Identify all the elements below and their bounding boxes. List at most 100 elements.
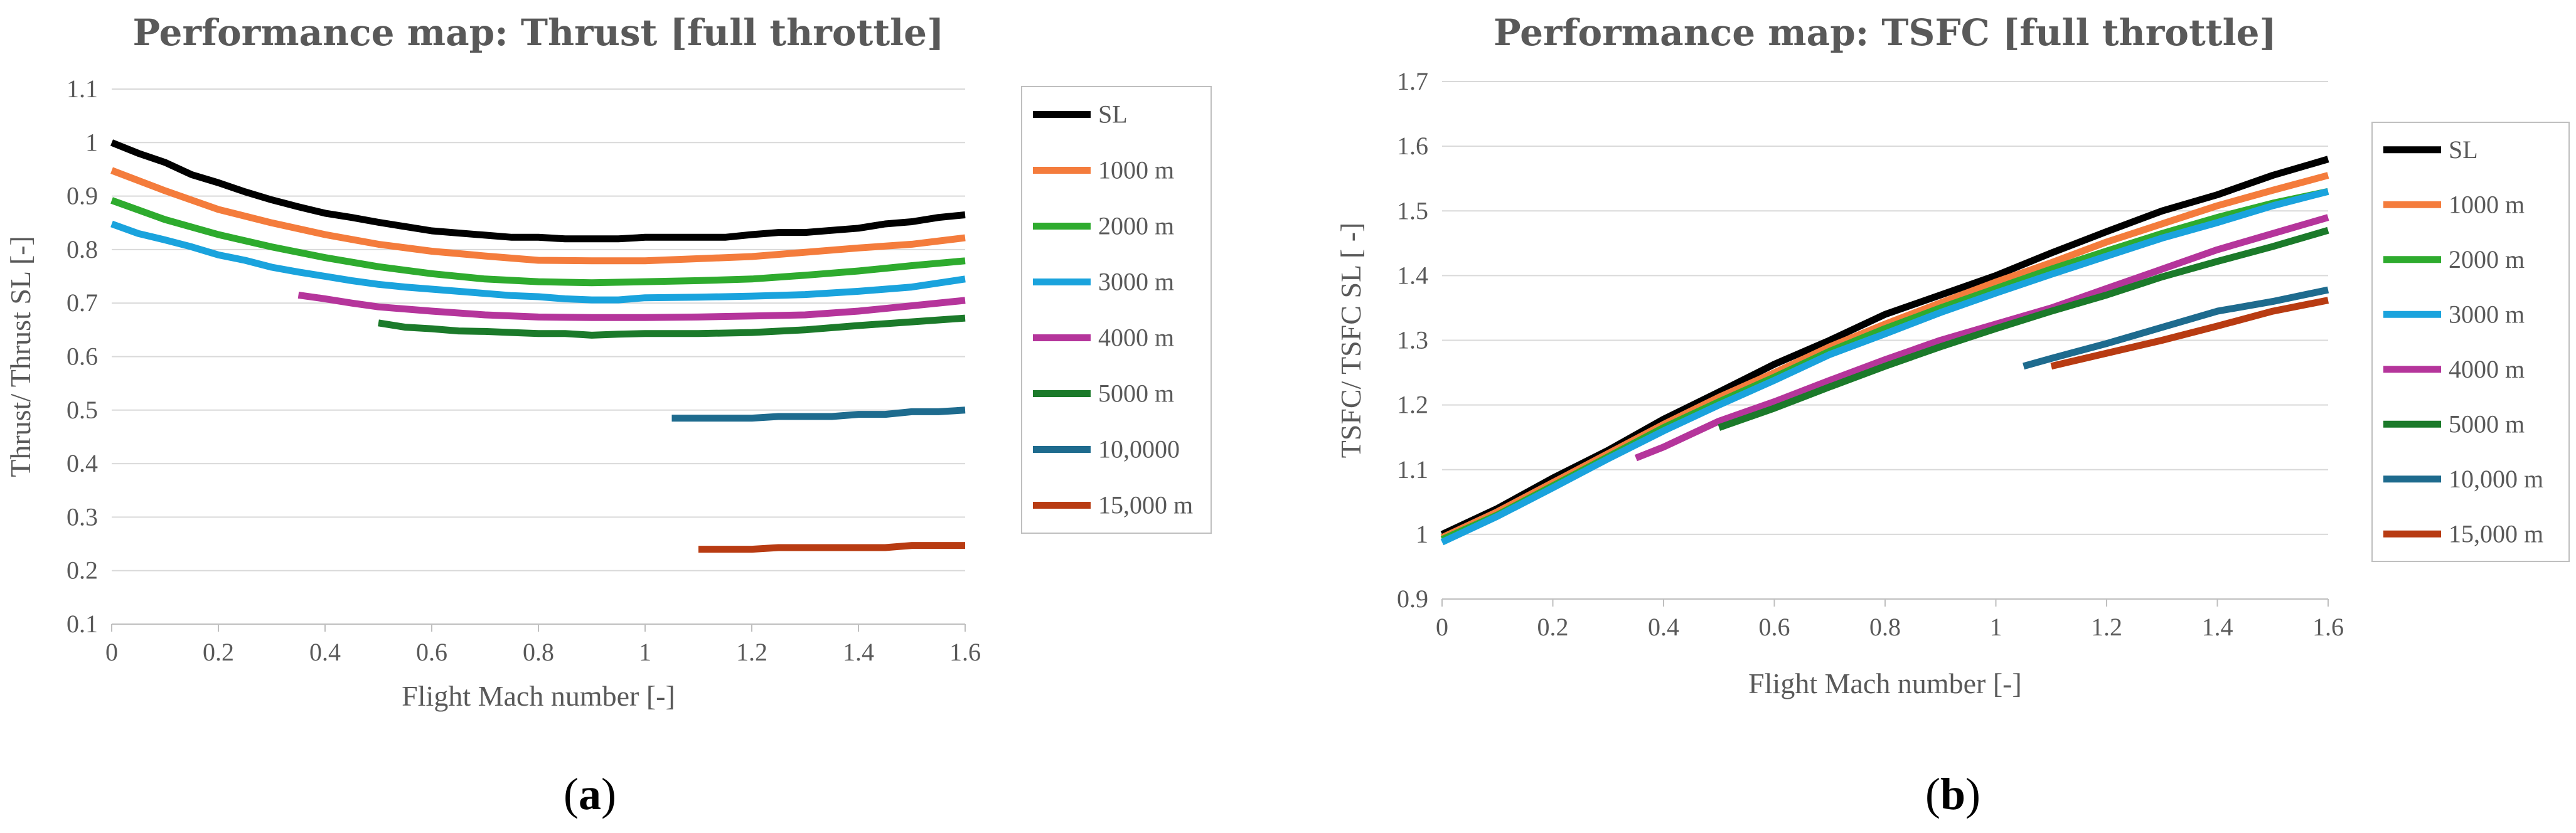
x-tick-label: 1 bbox=[1990, 613, 2002, 641]
legend-label: 3000 m bbox=[2449, 300, 2525, 328]
y-tick-label: 1.1 bbox=[67, 75, 98, 103]
legend-label: 3000 m bbox=[1098, 268, 1174, 296]
x-tick-label: 1 bbox=[639, 638, 651, 666]
series-line-5000-m bbox=[378, 314, 966, 339]
legend-label: 1000 m bbox=[1098, 156, 1174, 184]
y-tick-label: 1.7 bbox=[1397, 67, 1428, 95]
series-line-3000-m bbox=[110, 220, 966, 304]
legend-label: 4000 m bbox=[2449, 355, 2525, 383]
series-line-15-000-m bbox=[2050, 297, 2329, 370]
legend-item: 1000 m bbox=[1033, 156, 1174, 184]
legend-label: 10,0000 bbox=[1098, 435, 1180, 464]
legend-label: SL bbox=[2449, 135, 2478, 164]
series-line-10-0000 bbox=[671, 406, 966, 422]
legend-item: 15,000 m bbox=[1033, 491, 1193, 519]
legend-box bbox=[1021, 86, 1212, 534]
legend: SL 1000 m 2000 m 3000 m 4000 m 5000 m 10,000 m… bbox=[2371, 122, 2570, 562]
series-line-10-000-m bbox=[2023, 286, 2329, 370]
series-line-2000-m bbox=[110, 197, 966, 287]
y-tick-label: 0.9 bbox=[1397, 585, 1428, 613]
chart-panel-b: Performance map: TSFC [full throttle] 0.9… bbox=[1335, 11, 2570, 819]
y-tick-label: 1.5 bbox=[1397, 196, 1428, 225]
chart-title: Performance map: Thrust [full throttle] bbox=[132, 11, 944, 54]
legend-item: 3000 m bbox=[2383, 300, 2525, 328]
legend-label: SL bbox=[1098, 100, 1128, 129]
legend-item: 4000 m bbox=[2383, 355, 2525, 383]
legend-label: 4000 m bbox=[1098, 324, 1174, 352]
y-tick-label: 1.2 bbox=[1397, 391, 1428, 419]
x-tick-label: 0.2 bbox=[203, 638, 234, 666]
x-tick-label: 1.2 bbox=[2091, 613, 2122, 641]
legend-label: 10,000 m bbox=[2449, 465, 2543, 493]
y-tick-label: 0.6 bbox=[67, 342, 98, 371]
caption-open-paren: ( bbox=[564, 769, 579, 819]
y-axis-label: TSFC/ TSFC SL [ -] bbox=[1335, 223, 1367, 459]
y-tick-label: 1.1 bbox=[1397, 455, 1428, 484]
x-tick-label: 0 bbox=[105, 638, 118, 666]
x-tick-label: 0.8 bbox=[523, 638, 554, 666]
x-tick-label: 1.6 bbox=[949, 638, 981, 666]
legend-item: 2000 m bbox=[2383, 245, 2525, 273]
series-line-1000-m bbox=[110, 167, 966, 265]
legend-label: 2000 m bbox=[1098, 212, 1174, 240]
series-line-4000-m bbox=[297, 291, 966, 321]
legend-item: 2000 m bbox=[1033, 212, 1174, 240]
legend-item: 10,0000 bbox=[1033, 435, 1180, 464]
x-tick-label: 1.4 bbox=[2202, 613, 2233, 641]
x-axis-label: Flight Mach number [-] bbox=[402, 680, 675, 712]
legend-item: 15,000 m bbox=[2383, 519, 2543, 548]
caption-open-paren: ( bbox=[1925, 769, 1940, 819]
y-tick-label: 0.1 bbox=[67, 610, 98, 638]
x-tick-label: 0 bbox=[1436, 613, 1448, 641]
y-tick-label: 1 bbox=[85, 128, 98, 156]
legend: SL 1000 m 2000 m 3000 m 4000 m 5000 m 10,0000 1… bbox=[1021, 86, 1212, 534]
x-tick-label: 0.2 bbox=[1537, 613, 1569, 641]
chart-panel-a: Performance map: Thrust [full throttle] 0… bbox=[4, 11, 1212, 819]
series-line-5000-m bbox=[1718, 226, 2329, 431]
legend-item: 5000 m bbox=[2383, 410, 2525, 438]
y-tick-label: 0.7 bbox=[67, 289, 98, 317]
legend-label: 1000 m bbox=[2449, 190, 2525, 218]
series-line-4000-m bbox=[1634, 214, 2329, 462]
x-tick-label: 1.6 bbox=[2312, 613, 2344, 641]
panel-caption: (b) bbox=[1925, 769, 1980, 819]
y-tick-label: 0.3 bbox=[67, 502, 98, 531]
caption-close-paren: ) bbox=[1965, 769, 1980, 819]
legend-item: 1000 m bbox=[2383, 190, 2525, 218]
caption-letter: a bbox=[579, 769, 601, 819]
x-tick-label: 0.4 bbox=[1648, 613, 1679, 641]
series-line-15-000-m bbox=[698, 542, 965, 553]
panel-caption: (a) bbox=[564, 769, 616, 819]
series-line-3000-m bbox=[1440, 188, 2329, 546]
y-tick-label: 0.8 bbox=[67, 235, 98, 263]
x-tick-label: 1.2 bbox=[736, 638, 767, 666]
y-axis-label: Thrust/ Thrust SL [-] bbox=[4, 236, 36, 477]
x-tick-label: 0.4 bbox=[309, 638, 341, 666]
legend-box bbox=[2371, 122, 2570, 562]
x-tick-label: 0.6 bbox=[416, 638, 447, 666]
y-tick-label: 0.4 bbox=[67, 449, 98, 477]
legend-item: 4000 m bbox=[1033, 324, 1174, 352]
legend-label: 5000 m bbox=[2449, 410, 2525, 438]
legend-item: 5000 m bbox=[1033, 379, 1174, 408]
legend-label: 15,000 m bbox=[1098, 491, 1193, 519]
legend-item: SL bbox=[2383, 135, 2478, 164]
chart-title: Performance map: TSFC [full throttle] bbox=[1494, 11, 2277, 54]
legend-label: 5000 m bbox=[1098, 379, 1174, 408]
x-tick-label: 1.4 bbox=[843, 638, 874, 666]
x-tick-label: 0.6 bbox=[1759, 613, 1790, 641]
y-tick-label: 0.9 bbox=[67, 182, 98, 210]
caption-letter: b bbox=[1940, 769, 1965, 819]
y-tick-label: 0.5 bbox=[67, 396, 98, 424]
legend-item: 10,000 m bbox=[2383, 465, 2543, 493]
legend-label: 2000 m bbox=[2449, 245, 2525, 273]
x-tick-label: 0.8 bbox=[1869, 613, 1901, 641]
legend-label: 15,000 m bbox=[2449, 519, 2543, 548]
y-tick-label: 1.3 bbox=[1397, 326, 1428, 354]
x-axis-label: Flight Mach number [-] bbox=[1748, 667, 2022, 699]
y-tick-label: 1 bbox=[1416, 520, 1428, 548]
y-tick-label: 0.2 bbox=[67, 556, 98, 585]
legend-item: 3000 m bbox=[1033, 268, 1174, 296]
y-tick-label: 1.6 bbox=[1397, 132, 1428, 160]
